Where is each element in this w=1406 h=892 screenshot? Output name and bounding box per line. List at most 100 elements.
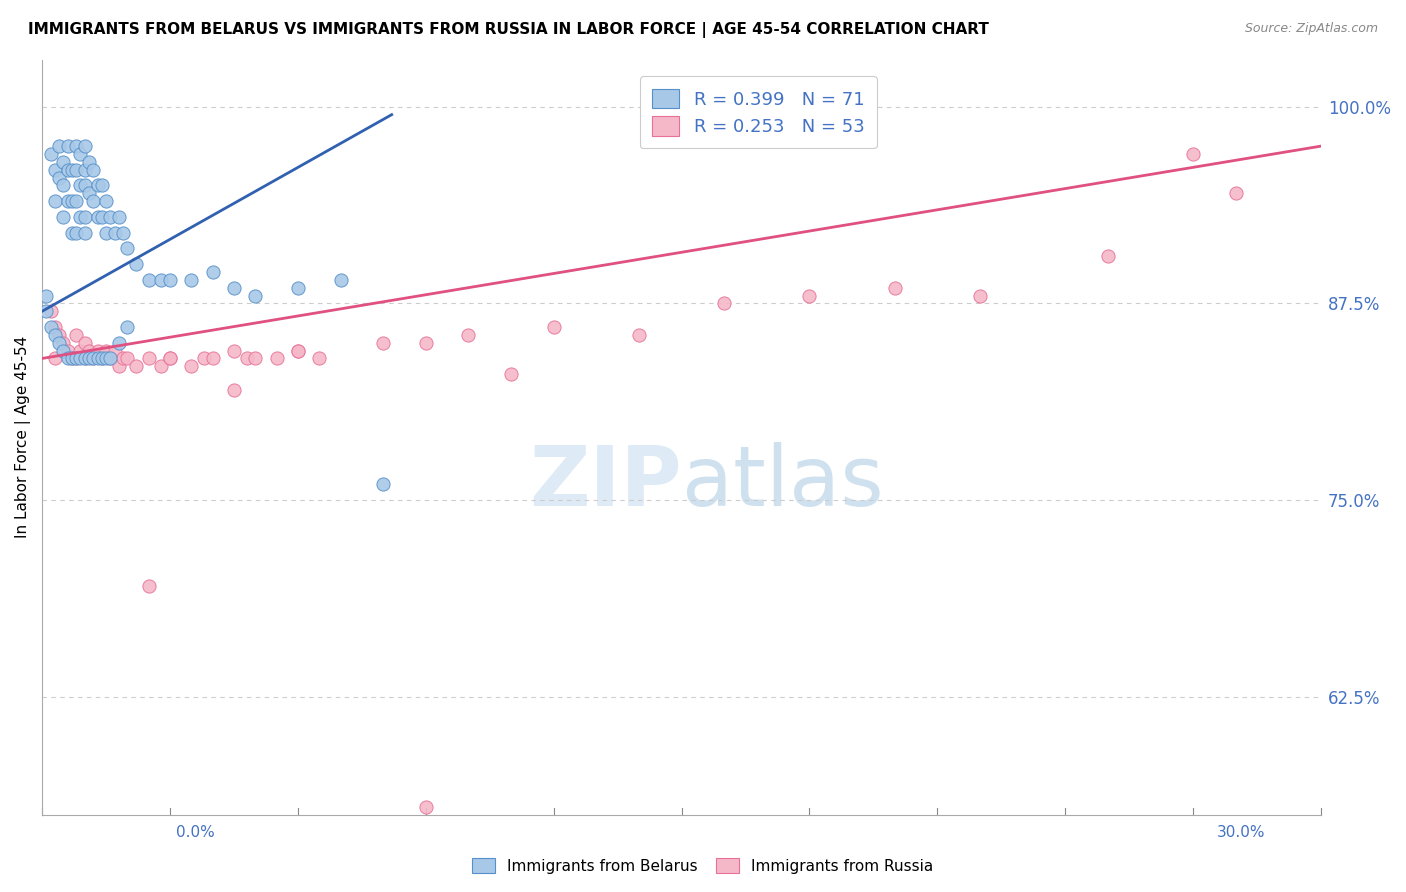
Text: 30.0%: 30.0%	[1218, 825, 1265, 840]
Point	[73, 226, 96, 240]
Point	[94, 351, 117, 366]
Point	[65, 327, 87, 342]
Point	[138, 273, 160, 287]
Point	[77, 351, 100, 366]
Point	[73, 178, 96, 193]
Text: Source: ZipAtlas.com: Source: ZipAtlas.com	[1244, 22, 1378, 36]
Point	[52, 178, 75, 193]
Point	[180, 359, 202, 374]
Point	[69, 343, 91, 358]
Point	[329, 273, 352, 287]
Point	[90, 351, 112, 366]
Point	[103, 343, 125, 358]
Point	[883, 280, 905, 294]
Point	[159, 273, 181, 287]
Point	[73, 210, 96, 224]
Point	[48, 139, 70, 153]
Point	[73, 162, 96, 177]
Point	[94, 194, 117, 209]
Point	[799, 288, 821, 302]
Point	[159, 351, 181, 366]
Point	[82, 194, 104, 209]
Point	[499, 367, 522, 381]
Point	[969, 288, 991, 302]
Point	[65, 162, 87, 177]
Point	[201, 351, 224, 366]
Point	[60, 194, 83, 209]
Point	[73, 351, 96, 366]
Point	[90, 351, 112, 366]
Point	[415, 799, 437, 814]
Point	[112, 226, 135, 240]
Point	[1225, 186, 1247, 201]
Point	[35, 288, 58, 302]
Point	[56, 139, 79, 153]
Point	[39, 320, 62, 334]
Point	[222, 383, 245, 397]
Point	[108, 359, 131, 374]
Point	[65, 351, 87, 366]
Point	[48, 327, 70, 342]
Point	[73, 335, 96, 350]
Point	[222, 280, 245, 294]
Point	[52, 154, 75, 169]
Point	[56, 343, 79, 358]
Text: atlas: atlas	[682, 442, 883, 523]
Point	[69, 351, 91, 366]
Point	[235, 351, 257, 366]
Point	[86, 351, 108, 366]
Point	[94, 343, 117, 358]
Legend: R = 0.399   N = 71, R = 0.253   N = 53: R = 0.399 N = 71, R = 0.253 N = 53	[640, 76, 877, 148]
Point	[52, 343, 75, 358]
Point	[180, 273, 202, 287]
Point	[69, 147, 91, 161]
Point	[77, 343, 100, 358]
Point	[82, 351, 104, 366]
Point	[44, 194, 66, 209]
Point	[125, 359, 148, 374]
Point	[1097, 249, 1119, 263]
Point	[82, 162, 104, 177]
Point	[150, 359, 173, 374]
Point	[117, 241, 139, 255]
Point	[308, 351, 330, 366]
Point	[103, 226, 125, 240]
Point	[48, 335, 70, 350]
Point	[65, 194, 87, 209]
Point	[39, 147, 62, 161]
Point	[150, 273, 173, 287]
Point	[60, 351, 83, 366]
Point	[52, 210, 75, 224]
Point	[543, 320, 565, 334]
Point	[193, 351, 215, 366]
Point	[266, 351, 288, 366]
Point	[117, 351, 139, 366]
Point	[373, 477, 395, 491]
Point	[60, 351, 83, 366]
Point	[77, 154, 100, 169]
Point	[82, 351, 104, 366]
Point	[86, 343, 108, 358]
Point	[287, 280, 309, 294]
Point	[73, 351, 96, 366]
Point	[457, 327, 479, 342]
Point	[65, 226, 87, 240]
Point	[86, 210, 108, 224]
Point	[65, 139, 87, 153]
Point	[60, 162, 83, 177]
Point	[98, 210, 121, 224]
Point	[125, 257, 148, 271]
Point	[201, 265, 224, 279]
Y-axis label: In Labor Force | Age 45-54: In Labor Force | Age 45-54	[15, 336, 31, 538]
Point	[65, 351, 87, 366]
Point	[415, 335, 437, 350]
Point	[108, 210, 131, 224]
Point	[44, 320, 66, 334]
Point	[44, 327, 66, 342]
Point	[713, 296, 735, 310]
Point	[60, 226, 83, 240]
Point	[138, 580, 160, 594]
Point	[90, 210, 112, 224]
Point	[77, 186, 100, 201]
Point	[112, 351, 135, 366]
